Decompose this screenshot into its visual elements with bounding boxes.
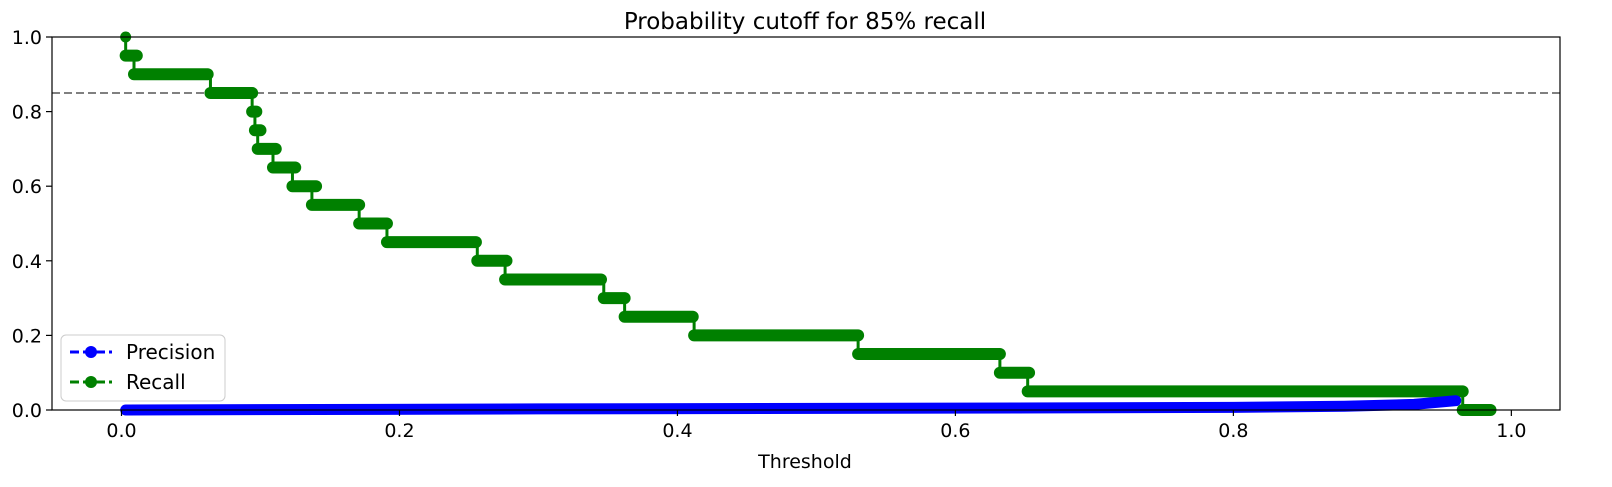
x-tick-label: 0.0 xyxy=(106,420,136,442)
y-tick-label: 0.2 xyxy=(12,325,42,347)
legend-marker-precision xyxy=(85,346,97,358)
y-tick-label: 1.0 xyxy=(12,27,42,49)
x-tick-label: 0.2 xyxy=(384,420,414,442)
x-tick-label: 0.6 xyxy=(940,420,970,442)
legend-marker-recall xyxy=(85,376,97,388)
y-tick-label: 0.6 xyxy=(12,176,42,198)
plot-layer xyxy=(52,31,1560,416)
x-axis-label: Threshold xyxy=(757,451,852,473)
x-tick-label: 1.0 xyxy=(1496,420,1526,442)
legend: Precision Recall xyxy=(60,334,226,402)
precision-curve xyxy=(120,395,1462,416)
x-tick-label: 0.8 xyxy=(1218,420,1248,442)
legend-label-recall: Recall xyxy=(126,370,186,394)
axes-layer: 0.0 0.2 0.4 0.6 0.8 1.0 0.0 0.2 0.4 0.6 0.8 1.0 xyxy=(12,27,1561,442)
y-tick-label: 0.0 xyxy=(12,400,42,422)
y-tick-label: 0.4 xyxy=(12,251,42,273)
chart-title: Probability cutoff for 85% recall xyxy=(624,9,986,35)
x-tick-label: 0.4 xyxy=(662,420,692,442)
legend-label-precision: Precision xyxy=(126,340,215,364)
y-tick-label: 0.8 xyxy=(12,102,42,124)
plot-frame xyxy=(51,36,1561,411)
